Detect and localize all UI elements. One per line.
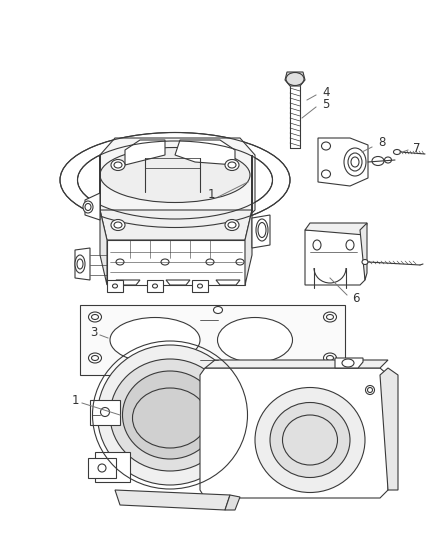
Ellipse shape bbox=[321, 170, 331, 178]
Polygon shape bbox=[216, 280, 240, 285]
Text: 1: 1 bbox=[72, 393, 80, 407]
Polygon shape bbox=[107, 240, 245, 285]
Ellipse shape bbox=[365, 385, 374, 394]
Polygon shape bbox=[305, 230, 365, 285]
Ellipse shape bbox=[110, 318, 200, 362]
Ellipse shape bbox=[110, 359, 230, 471]
Ellipse shape bbox=[228, 222, 236, 228]
Polygon shape bbox=[225, 495, 240, 510]
Ellipse shape bbox=[100, 148, 250, 203]
Bar bbox=[88, 458, 116, 478]
Ellipse shape bbox=[218, 318, 293, 362]
Polygon shape bbox=[125, 140, 165, 165]
Ellipse shape bbox=[346, 240, 354, 250]
Ellipse shape bbox=[393, 149, 400, 155]
Polygon shape bbox=[100, 155, 107, 285]
Ellipse shape bbox=[270, 402, 350, 478]
Polygon shape bbox=[100, 210, 252, 240]
Text: 5: 5 bbox=[322, 98, 329, 110]
Polygon shape bbox=[380, 368, 398, 490]
Text: 6: 6 bbox=[352, 292, 360, 304]
Ellipse shape bbox=[344, 148, 366, 176]
Polygon shape bbox=[318, 138, 368, 186]
Ellipse shape bbox=[88, 353, 102, 363]
Ellipse shape bbox=[225, 159, 239, 171]
Ellipse shape bbox=[236, 259, 244, 265]
Ellipse shape bbox=[228, 162, 236, 168]
Polygon shape bbox=[115, 490, 230, 510]
Ellipse shape bbox=[98, 464, 106, 472]
Ellipse shape bbox=[255, 387, 365, 492]
Text: 3: 3 bbox=[90, 326, 97, 338]
Polygon shape bbox=[252, 215, 270, 248]
Ellipse shape bbox=[88, 312, 102, 322]
Text: 4: 4 bbox=[322, 85, 329, 99]
Ellipse shape bbox=[111, 220, 125, 230]
Bar bbox=[192, 280, 208, 292]
Text: 1: 1 bbox=[208, 189, 215, 201]
Ellipse shape bbox=[324, 353, 336, 363]
Ellipse shape bbox=[123, 371, 218, 459]
Polygon shape bbox=[100, 138, 255, 225]
Polygon shape bbox=[245, 155, 252, 285]
Ellipse shape bbox=[313, 240, 321, 250]
Bar bbox=[147, 280, 163, 292]
Bar bbox=[95, 452, 130, 482]
Ellipse shape bbox=[83, 201, 93, 213]
Polygon shape bbox=[116, 280, 140, 285]
Polygon shape bbox=[75, 248, 90, 280]
Bar bbox=[90, 400, 120, 425]
Ellipse shape bbox=[348, 153, 362, 171]
Bar bbox=[80, 305, 345, 375]
Ellipse shape bbox=[107, 463, 117, 472]
Ellipse shape bbox=[362, 260, 368, 264]
Polygon shape bbox=[85, 193, 100, 220]
Polygon shape bbox=[205, 360, 388, 368]
Ellipse shape bbox=[98, 345, 243, 485]
Ellipse shape bbox=[385, 157, 392, 163]
Text: 7: 7 bbox=[413, 141, 420, 155]
Ellipse shape bbox=[75, 255, 85, 273]
Ellipse shape bbox=[116, 259, 124, 265]
Text: 8: 8 bbox=[378, 136, 385, 149]
Ellipse shape bbox=[60, 133, 290, 228]
Polygon shape bbox=[175, 140, 235, 165]
Ellipse shape bbox=[324, 312, 336, 322]
Ellipse shape bbox=[100, 408, 110, 416]
Ellipse shape bbox=[256, 219, 268, 241]
Ellipse shape bbox=[78, 141, 272, 219]
Polygon shape bbox=[166, 280, 190, 285]
Ellipse shape bbox=[161, 259, 169, 265]
Polygon shape bbox=[285, 72, 305, 86]
Polygon shape bbox=[200, 368, 388, 498]
Ellipse shape bbox=[206, 259, 214, 265]
Bar bbox=[107, 280, 123, 292]
Polygon shape bbox=[335, 358, 363, 368]
Polygon shape bbox=[360, 223, 367, 280]
Ellipse shape bbox=[372, 157, 384, 166]
Ellipse shape bbox=[321, 142, 331, 150]
Ellipse shape bbox=[225, 220, 239, 230]
Polygon shape bbox=[305, 223, 367, 235]
Ellipse shape bbox=[342, 359, 354, 367]
Ellipse shape bbox=[114, 162, 122, 168]
Ellipse shape bbox=[114, 222, 122, 228]
Ellipse shape bbox=[111, 159, 125, 171]
Ellipse shape bbox=[213, 306, 223, 313]
